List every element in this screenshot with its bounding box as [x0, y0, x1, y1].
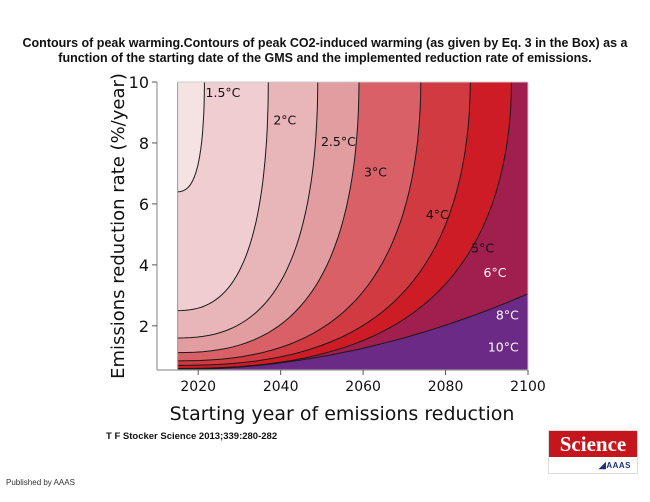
contour-line-5	[177, 82, 471, 366]
x-tick-label-2100: 2100	[510, 379, 546, 395]
contour-label-6: 6°C	[484, 265, 507, 280]
aaas-text: AAAS	[606, 461, 631, 470]
contour-line-8	[177, 293, 528, 370]
contour-label-4: 4°C	[426, 207, 449, 222]
contour-region-8	[177, 82, 528, 370]
figure-caption: Contours of peak warming.Contours of pea…	[22, 36, 628, 65]
contour-line-2	[177, 82, 269, 312]
citation: T F Stocker Science 2013;339:280-282	[106, 431, 278, 442]
y-axis-label: Emissions reduction rate (%/year)	[108, 73, 129, 379]
axes: 2020 2040 2060 2080 2100 2 4 6 8 10	[129, 73, 546, 395]
published-by: Published by AAAS	[6, 478, 75, 487]
x-tick-label-2020: 2020	[180, 379, 216, 395]
y-tick-label-8: 8	[139, 134, 149, 153]
contour-line-6	[177, 82, 512, 369]
x-axis-label: Starting year of emissions reduction	[170, 403, 515, 425]
contour-region-10	[177, 293, 528, 370]
contour-label-8: 8°C	[496, 308, 519, 323]
contour-label-5: 5°C	[471, 241, 494, 256]
aaas-mark-icon: ◢	[598, 460, 607, 470]
y-tick-label-10: 10	[129, 73, 149, 92]
contour-label-3: 3°C	[364, 164, 387, 179]
y-tick-label-6: 6	[139, 195, 149, 214]
y-tick-label-2: 2	[139, 317, 149, 336]
science-logo-wordmark: Science	[549, 431, 637, 457]
y-tick-label-4: 4	[139, 256, 149, 275]
x-tick-label-2080: 2080	[428, 379, 464, 395]
contour-line-1-5	[177, 82, 205, 193]
contour-label-10: 10°C	[488, 340, 519, 355]
contour-line-4	[177, 82, 422, 362]
contour-fills	[177, 82, 528, 370]
aaas-logo: ◢AAAS	[549, 457, 637, 473]
x-tick-label-2040: 2040	[263, 379, 299, 395]
contour-line-3	[177, 82, 360, 354]
x-tick-label-2060: 2060	[345, 379, 381, 395]
contour-lines	[177, 82, 528, 370]
contour-labels: 1.5°C 2°C 2.5°C 3°C 4°C 5°C 6°C 8°C 10°C	[206, 85, 520, 354]
science-logo: Science ◢AAAS	[548, 430, 638, 474]
contour-label-2-5: 2.5°C	[321, 134, 356, 149]
contour-label-2: 2°C	[273, 113, 296, 128]
contour-label-1-5: 1.5°C	[206, 85, 241, 100]
contour-line-2-5	[177, 82, 319, 339]
